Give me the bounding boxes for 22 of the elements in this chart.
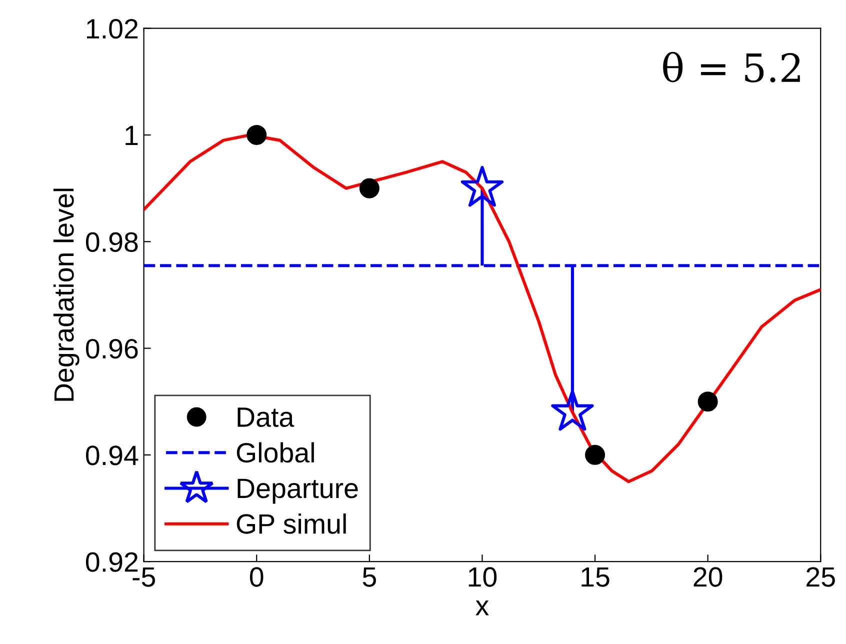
y-tick-label: 0.94 xyxy=(86,446,138,466)
y-axis-title: Degradation level xyxy=(53,188,80,401)
point xyxy=(585,444,606,465)
legend-label: Data xyxy=(238,408,294,428)
x-tick-label: 20 xyxy=(694,567,722,587)
point xyxy=(246,124,267,145)
legend-label: GP simul xyxy=(236,513,346,534)
x-axis-title: x xyxy=(476,600,489,616)
y-tick-label: 0.98 xyxy=(86,232,138,252)
x-tick-label: 10 xyxy=(468,567,497,587)
y-tick-label: 0.96 xyxy=(86,338,138,359)
x-tick-label: 5 xyxy=(362,567,376,587)
x-tick-label: 0 xyxy=(250,567,264,587)
point xyxy=(359,178,380,198)
legend-label: Departure xyxy=(238,478,358,504)
y-tick-label: 1.02 xyxy=(87,19,138,39)
point xyxy=(698,392,718,412)
annotation: θ = 5.2 xyxy=(663,52,800,82)
x-tick-label: 25 xyxy=(806,567,835,587)
x-tick-label: 15 xyxy=(582,567,610,587)
legend-label: Global xyxy=(236,442,314,463)
y-tick-label: 1 xyxy=(126,126,138,146)
